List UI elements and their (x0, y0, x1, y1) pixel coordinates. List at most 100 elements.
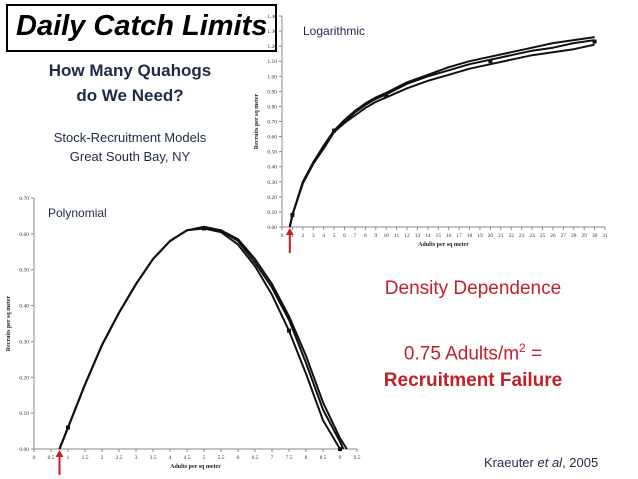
log-x-tick-label: 29 (581, 233, 587, 239)
poly-x-tick-label: 6.5 (252, 455, 259, 461)
poly-y-tick-label: 0.60 (19, 232, 29, 238)
log-arrow-head (285, 228, 294, 235)
log-x-tick-label: 14 (425, 233, 431, 239)
log-x-tick-label: 20 (488, 233, 494, 239)
poly-x-tick-label: 0 (33, 455, 36, 461)
poly-x-tick-label: 3 (135, 455, 138, 461)
log-x-tick-label: 31 (602, 233, 608, 239)
log-x-tick-label: 12 (404, 233, 410, 239)
log-x-tick-label: 0 (281, 233, 284, 239)
log-x-tick-label: 1 (291, 233, 294, 239)
poly-x-tick-label: 1 (67, 455, 70, 461)
log-x-tick-label: 8 (364, 233, 367, 239)
poly-x-tick-label: 5 (203, 455, 206, 461)
log-x-tick-label: 9 (374, 233, 377, 239)
log-y-tick-label: 1.10 (267, 59, 277, 65)
log-marker (592, 39, 597, 44)
citation: Kraeuter et al, 2005 (484, 455, 598, 470)
log-x-tick-label: 17 (456, 233, 462, 239)
log-x-tick-label: 22 (508, 233, 514, 239)
models-line-2: Great South Bay, NY (69, 149, 191, 164)
poly-marker (66, 425, 70, 430)
log-x-tick-label: 13 (415, 233, 421, 239)
poly-x-tick-label: 6 (237, 455, 240, 461)
citation-etal: et al (537, 455, 563, 470)
poly-series-2 (58, 226, 345, 450)
log-marker (290, 212, 295, 217)
poly-x-axis-label: Adults per sq meter (170, 464, 221, 470)
log-y-tick-label: 0.90 (267, 89, 277, 95)
log-x-tick-label: 5 (333, 233, 336, 239)
models-line-1: Stock-Recruitment Models (53, 130, 207, 145)
poly-x-tick-label: 1.5 (82, 455, 89, 461)
poly-arrow-head (55, 450, 64, 457)
log-x-tick-label: 24 (529, 233, 535, 239)
poly-y-tick-label: 0.20 (19, 375, 29, 381)
logarithmic-label: Logarithmic (303, 24, 366, 38)
recruitment-failure-label: Recruitment Failure (383, 370, 563, 391)
log-marker (488, 59, 493, 64)
poly-marker (338, 447, 342, 451)
ratio-superscript: 2 (519, 341, 526, 355)
subtitle: How Many Quahogs do We Need? (30, 58, 230, 108)
log-y-tick-label: 0.00 (267, 225, 277, 231)
poly-x-tick-label: 5.5 (218, 455, 225, 461)
log-x-tick-label: 2 (301, 233, 304, 239)
log-x-tick-label: 18 (467, 233, 473, 239)
poly-marker (287, 328, 291, 333)
density-ratio: 0.75 Adults/m2 = (362, 341, 584, 365)
log-x-tick-label: 25 (540, 233, 546, 239)
poly-x-tick-label: 9.5 (354, 455, 361, 461)
log-x-tick-label: 7 (354, 233, 357, 239)
log-y-tick-label: 0.40 (267, 165, 277, 171)
log-y-tick-label: 0.50 (267, 150, 277, 156)
log-x-tick-label: 6 (343, 233, 346, 239)
log-marker (332, 128, 337, 133)
log-y-tick-label: 0.60 (267, 135, 277, 141)
log-x-axis-label: Adults per sq meter (418, 242, 469, 248)
citation-author: Kraeuter (484, 455, 538, 470)
log-y-tick-label: 1.30 (267, 29, 277, 35)
polynomial-label: Polynomial (48, 206, 107, 220)
poly-x-tick-label: 4.5 (184, 455, 191, 461)
log-series-2 (288, 36, 595, 228)
log-y-tick-label: 1.20 (267, 44, 277, 50)
log-x-tick-label: 19 (477, 233, 483, 239)
poly-x-tick-label: 4 (169, 455, 172, 461)
poly-x-tick-label: 7 (271, 455, 274, 461)
poly-y-axis-label: Recruits per sq meter (6, 295, 12, 351)
log-x-tick-label: 3 (312, 233, 315, 239)
log-y-tick-label: 0.30 (267, 180, 277, 186)
log-marker (384, 93, 389, 98)
log-y-tick-label: 1.00 (267, 74, 277, 80)
poly-series-3 (58, 225, 348, 450)
poly-x-tick-label: 9 (339, 455, 342, 461)
log-x-tick-label: 30 (592, 233, 598, 239)
citation-year: , 2005 (562, 455, 599, 470)
log-x-tick-label: 16 (446, 233, 452, 239)
poly-marker (202, 226, 206, 231)
log-y-tick-label: 0.80 (267, 104, 277, 110)
poly-y-tick-label: 0.00 (19, 447, 29, 453)
poly-y-tick-label: 0.10 (19, 411, 29, 417)
poly-y-tick-label: 0.30 (19, 339, 29, 345)
poly-y-tick-label: 0.70 (19, 196, 29, 202)
poly-x-tick-label: 0.5 (48, 455, 55, 461)
ratio-suffix: = (525, 343, 543, 365)
log-x-tick-label: 23 (519, 233, 525, 239)
density-dependence-label: Density Dependence (384, 278, 562, 299)
log-x-tick-label: 11 (394, 233, 400, 239)
poly-y-tick-label: 0.50 (19, 268, 29, 274)
poly-x-tick-label: 2 (101, 455, 104, 461)
log-x-tick-label: 26 (550, 233, 556, 239)
log-chart: 0.00 0.10 0.20 0.30 0.40 0.50 0.60 0.70 0.80 0.90… (254, 14, 608, 253)
log-y-tick-label: 0.10 (267, 210, 277, 216)
poly-chart: 0.00 0.10 0.20 0.30 0.40 0.50 0.60 0.70 0 0.5 1 1.5… (6, 196, 361, 475)
log-y-tick-label: 1.40 (267, 14, 277, 20)
log-y-tick-label: 0.70 (267, 120, 277, 126)
slide-title: Daily Catch Limits (6, 4, 278, 52)
poly-x-tick-label: 3.5 (150, 455, 157, 461)
log-x-tick-label: 15 (436, 233, 442, 239)
log-y-tick-label: 0.20 (267, 195, 277, 201)
log-x-tick-label: 28 (571, 233, 577, 239)
